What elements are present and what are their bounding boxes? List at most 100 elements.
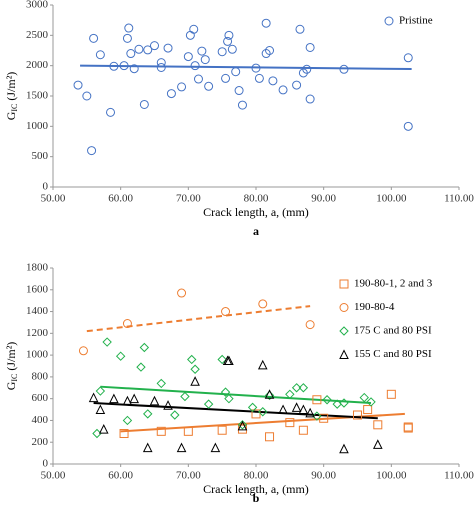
marker bbox=[339, 303, 349, 312]
marker bbox=[88, 392, 99, 403]
x-tick-label: 80.00 bbox=[244, 470, 269, 482]
marker bbox=[163, 43, 173, 53]
marker bbox=[139, 342, 150, 353]
marker bbox=[122, 415, 133, 426]
marker bbox=[177, 82, 187, 92]
marker bbox=[264, 389, 275, 399]
marker bbox=[312, 411, 322, 421]
marker bbox=[339, 443, 349, 454]
marker bbox=[234, 86, 244, 96]
marker bbox=[265, 432, 275, 442]
marker bbox=[258, 407, 268, 417]
y-tick-label: 1400 bbox=[26, 305, 49, 317]
marker bbox=[231, 67, 241, 77]
y-tick-label: 200 bbox=[32, 436, 49, 448]
marker bbox=[278, 85, 288, 95]
marker bbox=[298, 383, 309, 393]
caption: a bbox=[253, 224, 259, 238]
x-tick-label: 50.00 bbox=[41, 470, 66, 482]
x-tick-label: 90.00 bbox=[311, 470, 336, 482]
marker bbox=[189, 24, 199, 34]
marker bbox=[339, 64, 349, 74]
marker bbox=[363, 405, 373, 415]
y-tick-label: 0 bbox=[43, 458, 49, 470]
x-tick-label: 110.00 bbox=[444, 470, 474, 482]
marker bbox=[82, 91, 92, 101]
marker bbox=[366, 397, 376, 407]
marker bbox=[285, 389, 295, 400]
marker bbox=[224, 393, 234, 404]
y-tick-label: 800 bbox=[32, 370, 49, 382]
x-tick-label: 70.00 bbox=[176, 470, 201, 482]
marker bbox=[251, 63, 261, 73]
marker bbox=[170, 410, 180, 420]
marker bbox=[292, 80, 302, 90]
trendline bbox=[93, 402, 378, 420]
marker bbox=[143, 45, 153, 55]
marker bbox=[291, 383, 302, 393]
marker bbox=[359, 392, 369, 403]
y-title-main: G bbox=[4, 111, 18, 120]
y-tick-label: 1200 bbox=[26, 327, 49, 339]
marker bbox=[129, 64, 139, 74]
marker bbox=[305, 407, 315, 418]
marker bbox=[109, 393, 119, 404]
marker bbox=[156, 378, 166, 389]
caption: b bbox=[253, 491, 260, 505]
marker bbox=[122, 33, 132, 43]
y-tick-label: 0 bbox=[43, 181, 49, 193]
marker bbox=[185, 30, 195, 40]
y-tick-label: 2500 bbox=[26, 29, 49, 41]
marker bbox=[386, 389, 396, 399]
marker bbox=[177, 288, 187, 298]
marker bbox=[298, 425, 308, 435]
marker bbox=[190, 364, 200, 374]
y-tick-label: 1600 bbox=[26, 283, 49, 295]
marker bbox=[163, 400, 173, 410]
marker bbox=[197, 46, 207, 56]
x-tick-label: 70.00 bbox=[176, 193, 201, 205]
marker bbox=[183, 52, 193, 62]
marker bbox=[87, 146, 97, 156]
marker bbox=[129, 393, 140, 404]
marker bbox=[136, 362, 146, 372]
marker bbox=[403, 423, 413, 433]
y-tick-label: 2000 bbox=[26, 59, 49, 71]
marker bbox=[339, 326, 349, 336]
marker bbox=[291, 402, 302, 412]
marker bbox=[156, 426, 166, 436]
marker bbox=[305, 320, 315, 330]
marker bbox=[257, 359, 268, 370]
y-tick-label: 3000 bbox=[26, 0, 49, 11]
trendline bbox=[86, 305, 311, 333]
x-tick-label: 80.00 bbox=[244, 193, 269, 205]
marker bbox=[217, 47, 227, 57]
x-axis-title: Crack length, a, (mm) bbox=[203, 205, 309, 219]
marker bbox=[115, 351, 126, 361]
x-tick-label: 100.00 bbox=[376, 470, 407, 482]
marker bbox=[403, 53, 413, 63]
marker bbox=[251, 409, 261, 419]
marker bbox=[217, 425, 227, 435]
y-axis-title: GIC (J/m²) bbox=[4, 72, 19, 121]
marker bbox=[73, 80, 83, 90]
marker bbox=[183, 426, 193, 436]
marker bbox=[106, 107, 116, 117]
marker bbox=[305, 42, 315, 52]
marker bbox=[95, 50, 105, 60]
marker bbox=[190, 376, 200, 386]
marker bbox=[224, 355, 234, 366]
marker bbox=[95, 386, 106, 396]
y-title-unit: (J/m²) bbox=[4, 72, 18, 101]
marker bbox=[78, 346, 88, 356]
marker bbox=[134, 44, 144, 54]
x-axis-title: Crack length, a, (mm) bbox=[203, 482, 309, 496]
marker bbox=[122, 395, 133, 406]
marker bbox=[187, 354, 197, 365]
marker bbox=[139, 99, 149, 109]
marker bbox=[124, 23, 134, 33]
marker bbox=[224, 30, 234, 40]
x-tick-label: 110.00 bbox=[444, 193, 474, 205]
marker bbox=[278, 404, 288, 415]
